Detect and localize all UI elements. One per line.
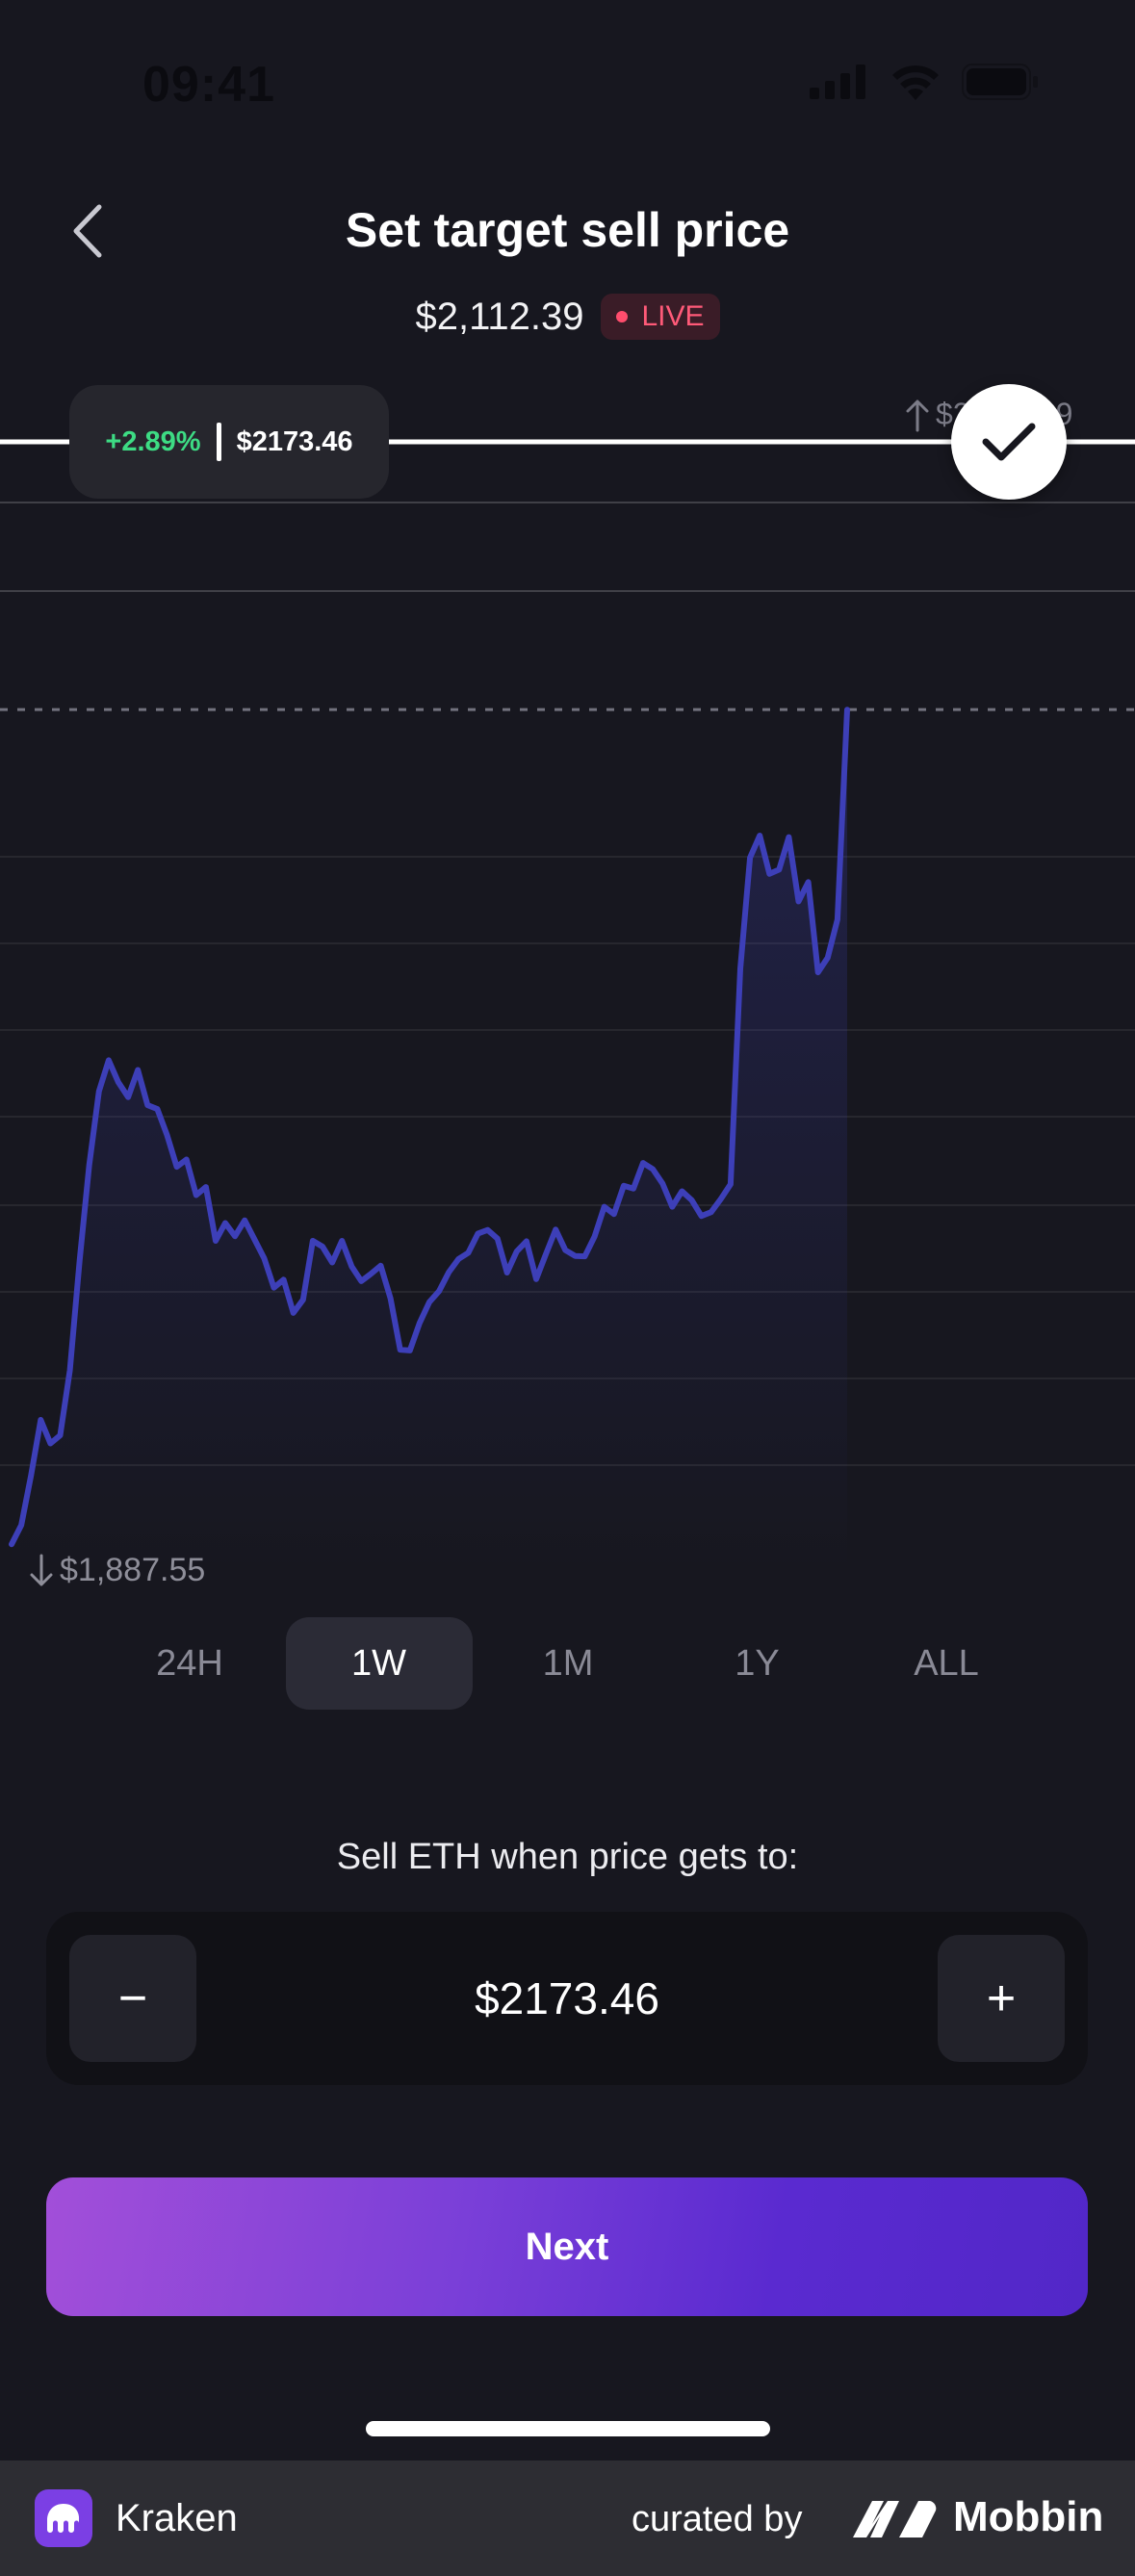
tab-1w[interactable]: 1W xyxy=(285,1617,473,1710)
mobbin-logo-icon xyxy=(853,2501,937,2537)
tab-1y[interactable]: 1Y xyxy=(735,1642,780,1684)
price-chart[interactable] xyxy=(0,375,1135,1617)
wifi-icon xyxy=(892,65,939,100)
target-handle-button[interactable] xyxy=(951,384,1067,500)
battery-icon xyxy=(962,64,1038,100)
back-button[interactable] xyxy=(58,197,116,265)
price-series-line xyxy=(9,707,850,1548)
sell-condition-label: Sell ETH when price gets to: xyxy=(336,1837,799,1877)
brand-name: Mobbin xyxy=(953,2493,1104,2540)
checkmark-icon xyxy=(982,423,1036,461)
timeframe-tabs: 24H 1W 1M 1Y ALL xyxy=(96,1617,1040,1710)
status-icons xyxy=(810,64,1039,100)
current-price-row: $2,112.39 LIVE xyxy=(0,294,1135,340)
target-price-pill: +2.89% $2173.46 xyxy=(69,385,389,499)
price-chart-svg xyxy=(0,439,1135,1569)
cellular-signal-icon xyxy=(810,64,865,99)
live-badge: LIVE xyxy=(601,294,720,340)
home-indicator xyxy=(366,2421,770,2436)
arrow-down-icon xyxy=(30,1554,53,1585)
page-title: Set target sell price xyxy=(345,203,790,257)
low-price-value: $1,887.55 xyxy=(60,1552,206,1588)
chevron-left-icon xyxy=(73,204,102,258)
current-price: $2,112.39 xyxy=(415,295,584,338)
tab-24h[interactable]: 24H xyxy=(156,1642,223,1684)
pill-divider xyxy=(216,423,221,461)
decrease-button[interactable]: − xyxy=(69,1935,196,2062)
arrow-up-icon xyxy=(906,399,929,431)
target-change-percent: +2.89% xyxy=(105,425,201,457)
live-label: LIVE xyxy=(641,300,705,332)
increase-button[interactable]: + xyxy=(938,1935,1065,2062)
target-price-stepper: $2173.46 − + xyxy=(46,1912,1088,2085)
target-price-input[interactable]: $2173.46 xyxy=(475,1973,659,2023)
low-price-label: $1,887.55 xyxy=(29,1552,205,1589)
app-name: Kraken xyxy=(116,2497,238,2539)
target-price-value: $2173.46 xyxy=(236,425,353,457)
kraken-logo-icon xyxy=(35,2489,92,2547)
price-area-fill xyxy=(12,709,847,1569)
tab-1m[interactable]: 1M xyxy=(542,1642,594,1684)
live-dot-icon xyxy=(616,311,629,322)
footer-bar: Kraken curated by Mobbin xyxy=(0,2460,1135,2576)
status-time: 09:41 xyxy=(142,57,275,113)
next-button[interactable]: Next xyxy=(46,2177,1088,2316)
tab-all[interactable]: ALL xyxy=(914,1642,979,1684)
curated-by-label: curated by xyxy=(632,2499,803,2539)
